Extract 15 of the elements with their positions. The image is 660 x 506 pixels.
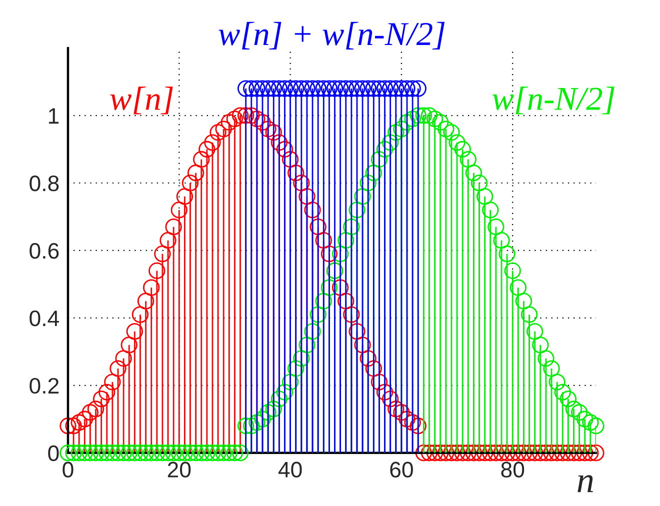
x-axis-title: n — [578, 475, 593, 492]
x-tick-label: 20 — [168, 462, 191, 478]
x-tick-label: 60 — [390, 462, 413, 478]
x-tick-label: 40 — [278, 462, 302, 478]
y-tick-label: 0 — [48, 445, 59, 462]
series-label: w[n-N/2] — [492, 86, 614, 114]
x-tick-label: 0 — [62, 462, 74, 478]
y-tick-label: 0.8 — [30, 176, 59, 192]
y-tick-label: 0.4 — [30, 310, 59, 326]
y-tick-label: 1 — [48, 108, 59, 124]
series-label: w[n] — [110, 86, 173, 114]
x-tick-label: 80 — [501, 462, 524, 478]
y-tick-label: 0.6 — [30, 243, 59, 259]
y-tick-label: 0.2 — [30, 378, 59, 394]
series-label: w[n] + w[n-N/2] — [218, 22, 445, 50]
